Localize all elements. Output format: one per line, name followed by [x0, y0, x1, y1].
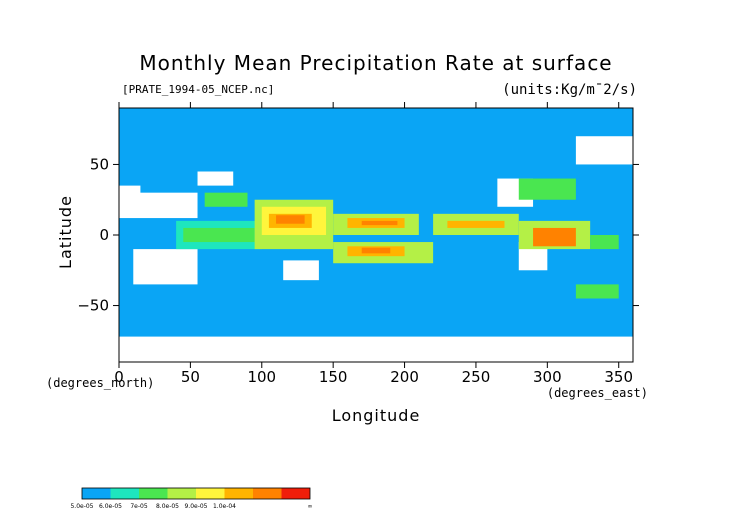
y-tick-label: −50: [77, 297, 109, 315]
missing-data-region: [575, 136, 633, 165]
colorbar-tick-label: 9.0e-05: [184, 503, 207, 510]
colorbar-swatch: [196, 488, 225, 499]
precip-region: [533, 227, 576, 247]
colorbar-tick-label: 5.0e-05: [70, 503, 93, 510]
precip-region: [361, 220, 398, 226]
x-tick-label: 300: [533, 368, 562, 386]
missing-data-region: [197, 171, 234, 186]
colorbar-swatch: [167, 488, 196, 499]
y-unit-label: (degrees_north): [46, 376, 154, 390]
x-tick-label: 200: [390, 368, 419, 386]
x-tick-label: 50: [181, 368, 200, 386]
colorbar-swatch: [281, 488, 310, 499]
colorbar-tick-label: 8.0e-05: [156, 503, 179, 510]
colorbar-tick-label: 6.0e-05: [99, 503, 122, 510]
x-tick-label: 350: [604, 368, 633, 386]
y-tick-label: 50: [90, 155, 109, 173]
y-axis-ticks: −50 0 50: [77, 155, 639, 315]
precip-region: [447, 220, 505, 228]
precip-region: [518, 178, 576, 200]
chart-units: (units:Kg/m¯2/s): [502, 82, 637, 98]
colorbar-tick-label: 1.0e-04: [213, 503, 236, 510]
colorbar-frame: [81, 487, 311, 500]
x-axis-ticks: 0 50 100 150 200 250 300 350: [114, 102, 633, 386]
missing-data-region: [133, 249, 198, 285]
precip-region: [361, 247, 391, 254]
missing-data-region: [119, 185, 141, 196]
colorbar-swatch: [224, 488, 253, 499]
precip-region: [183, 227, 255, 243]
missing-data-region: [283, 260, 319, 281]
precip-region: [204, 192, 248, 207]
colorbar: 5.0e-05 6.0e-05 7e-05 8.0e-05 9.0e-05 1.0e-04…: [70, 487, 313, 510]
chart-subtitle: [PRATE_1994-05_NCEP.nc]: [122, 83, 274, 96]
colorbar-swatch: [110, 488, 139, 499]
x-tick-label: 250: [462, 368, 491, 386]
chart-title: Monthly Mean Precipitation Rate at surfa…: [139, 51, 612, 75]
colorbar-swatch: [139, 488, 168, 499]
x-tick-label: 0: [114, 368, 124, 386]
plot-area: [118, 107, 634, 363]
y-tick-label: 0: [99, 226, 109, 244]
x-tick-label: 150: [319, 368, 348, 386]
colorbar-tick-label: ∞: [308, 503, 313, 510]
missing-data-region: [119, 192, 198, 219]
colorbar-tick-label: 7e-05: [130, 503, 147, 510]
precip-region: [590, 235, 619, 250]
x-unit-label: (degrees_east): [547, 386, 648, 400]
x-tick-label: 100: [247, 368, 276, 386]
missing-data-region: [119, 336, 633, 362]
precip-region: [276, 215, 305, 224]
colorbar-swatch: [82, 488, 111, 499]
colorbar-swatch: [253, 488, 282, 499]
y-axis-title: Latitude: [56, 195, 75, 269]
precip-region: [575, 284, 619, 299]
x-axis-title: Longitude: [332, 406, 421, 425]
